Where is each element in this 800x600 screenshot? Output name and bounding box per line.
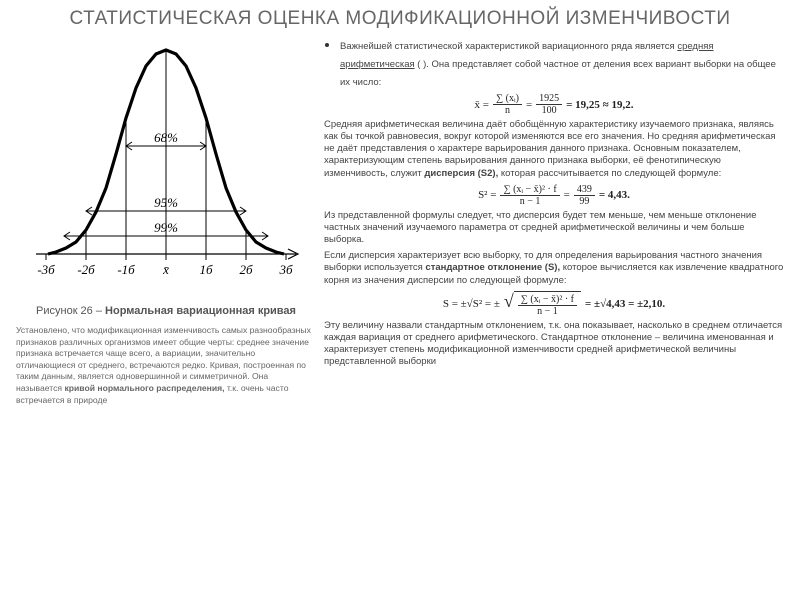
left-note: Установлено, что модификационная изменчи… — [16, 325, 316, 406]
f1-den2: 100 — [536, 105, 562, 116]
figure-caption: Рисунок 26 – Нормальная вариационная кри… — [16, 305, 316, 317]
f1-lhs: x̄ = — [475, 99, 489, 111]
band-label: 99% — [154, 220, 178, 235]
columns: -3б -2б -1б x̄ 1б 2б 3б — [16, 36, 784, 406]
normal-curve-figure: -3б -2б -1б x̄ 1б 2б 3б — [16, 36, 316, 296]
f2-den: n − 1 — [500, 196, 559, 207]
para-4: Если дисперсия характеризует всю выборку… — [324, 250, 784, 286]
tick-label: -1б — [117, 262, 135, 277]
f1-num: ∑ (xᵢ) — [493, 93, 522, 105]
f3-lhs: S = ±√S² = ± — [443, 298, 500, 310]
para-1: Важнейшей статистической характеристикой… — [340, 41, 776, 88]
p2-bold: дисперсия (S2), — [424, 168, 498, 179]
caption-bold: Нормальная вариационная кривая — [105, 305, 296, 317]
tick-label: -2б — [77, 262, 95, 277]
para-3: Из представленной формулы следует, что д… — [324, 210, 784, 246]
caption-prefix: Рисунок 26 – — [36, 305, 105, 317]
f3-den: n − 1 — [518, 306, 577, 317]
formula-mean: x̄ = ∑ (xᵢ)n = 1925100 = 19,25 ≈ 19,2. — [324, 93, 784, 116]
p4-bold: стандартное отклонение (S), — [425, 262, 560, 273]
tick-label: 3б — [278, 262, 293, 277]
page-title: СТАТИСТИЧЕСКАЯ ОЦЕНКА МОДИФИКАЦИОННОЙ ИЗ… — [16, 8, 784, 30]
f2-den2: 99 — [574, 196, 595, 207]
f3-num: ∑ (xᵢ − x̄)² · f — [518, 294, 577, 306]
f2-rhs: = 4,43. — [599, 189, 630, 201]
f1-den: n — [493, 105, 522, 116]
tick-label: 1б — [199, 262, 213, 277]
tick-label: -3б — [37, 262, 55, 277]
p1a: Важнейшей статистической характеристикой… — [340, 41, 677, 52]
f1-rhs: = 19,25 ≈ 19,2. — [566, 99, 633, 111]
f1-num2: 1925 — [536, 93, 562, 105]
tick-label: x̄ — [162, 262, 169, 277]
f2-lhs: S² = — [478, 189, 496, 201]
tick-label: 2б — [239, 262, 253, 277]
f2-num2: 439 — [574, 184, 595, 196]
right-column: Важнейшей статистической характеристикой… — [324, 36, 784, 406]
p2-tail: которая рассчитывается по следующей форм… — [498, 168, 721, 179]
band-label: 68% — [154, 130, 178, 145]
left-column: -3б -2б -1б x̄ 1б 2б 3б — [16, 36, 316, 406]
para-2: Средняя арифметическая величина даёт обо… — [324, 119, 784, 180]
formula-stddev: S = ±√S² = ± √ ∑ (xᵢ − x̄)² · fn − 1 = ±… — [324, 291, 784, 317]
para-5: Эту величину назвали стандартным отклоне… — [324, 320, 784, 369]
f3-rhs: = ±√4,43 = ±2,10. — [585, 298, 665, 310]
left-note-bold: кривой нормального распределения, — [64, 383, 224, 393]
eq-sign: = — [564, 189, 570, 201]
band-label: 95% — [154, 195, 178, 210]
eq-sign: = — [526, 99, 532, 111]
formula-variance: S² = ∑ (xᵢ − x̄)² · fn − 1 = 43999 = 4,4… — [324, 184, 784, 207]
f2-num: ∑ (xᵢ − x̄)² · f — [500, 184, 559, 196]
